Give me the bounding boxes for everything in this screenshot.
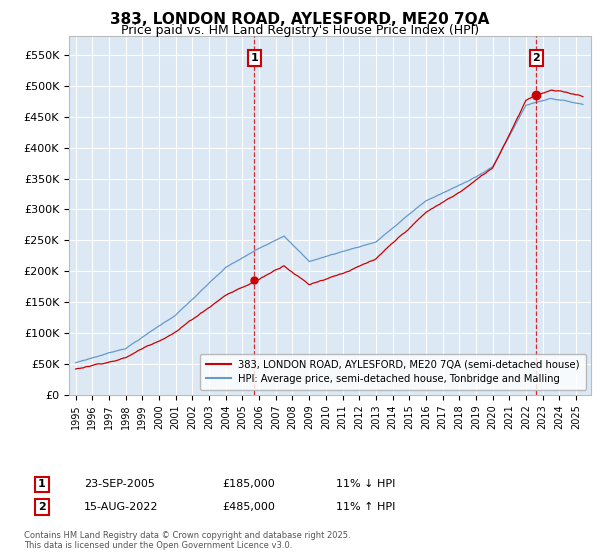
Legend: 383, LONDON ROAD, AYLESFORD, ME20 7QA (semi-detached house), HPI: Average price,: 383, LONDON ROAD, AYLESFORD, ME20 7QA (s… [199, 354, 586, 390]
Text: Contains HM Land Registry data © Crown copyright and database right 2025.
This d: Contains HM Land Registry data © Crown c… [24, 530, 350, 550]
Text: 1: 1 [38, 479, 46, 489]
Text: Price paid vs. HM Land Registry's House Price Index (HPI): Price paid vs. HM Land Registry's House … [121, 24, 479, 37]
Text: 383, LONDON ROAD, AYLESFORD, ME20 7QA: 383, LONDON ROAD, AYLESFORD, ME20 7QA [110, 12, 490, 27]
Text: 1: 1 [251, 53, 259, 63]
Text: 2: 2 [532, 53, 540, 63]
Text: 2: 2 [38, 502, 46, 512]
Text: 23-SEP-2005: 23-SEP-2005 [84, 479, 155, 489]
Text: 11% ↓ HPI: 11% ↓ HPI [336, 479, 395, 489]
Text: £185,000: £185,000 [222, 479, 275, 489]
Text: £485,000: £485,000 [222, 502, 275, 512]
Text: 11% ↑ HPI: 11% ↑ HPI [336, 502, 395, 512]
Text: 15-AUG-2022: 15-AUG-2022 [84, 502, 158, 512]
